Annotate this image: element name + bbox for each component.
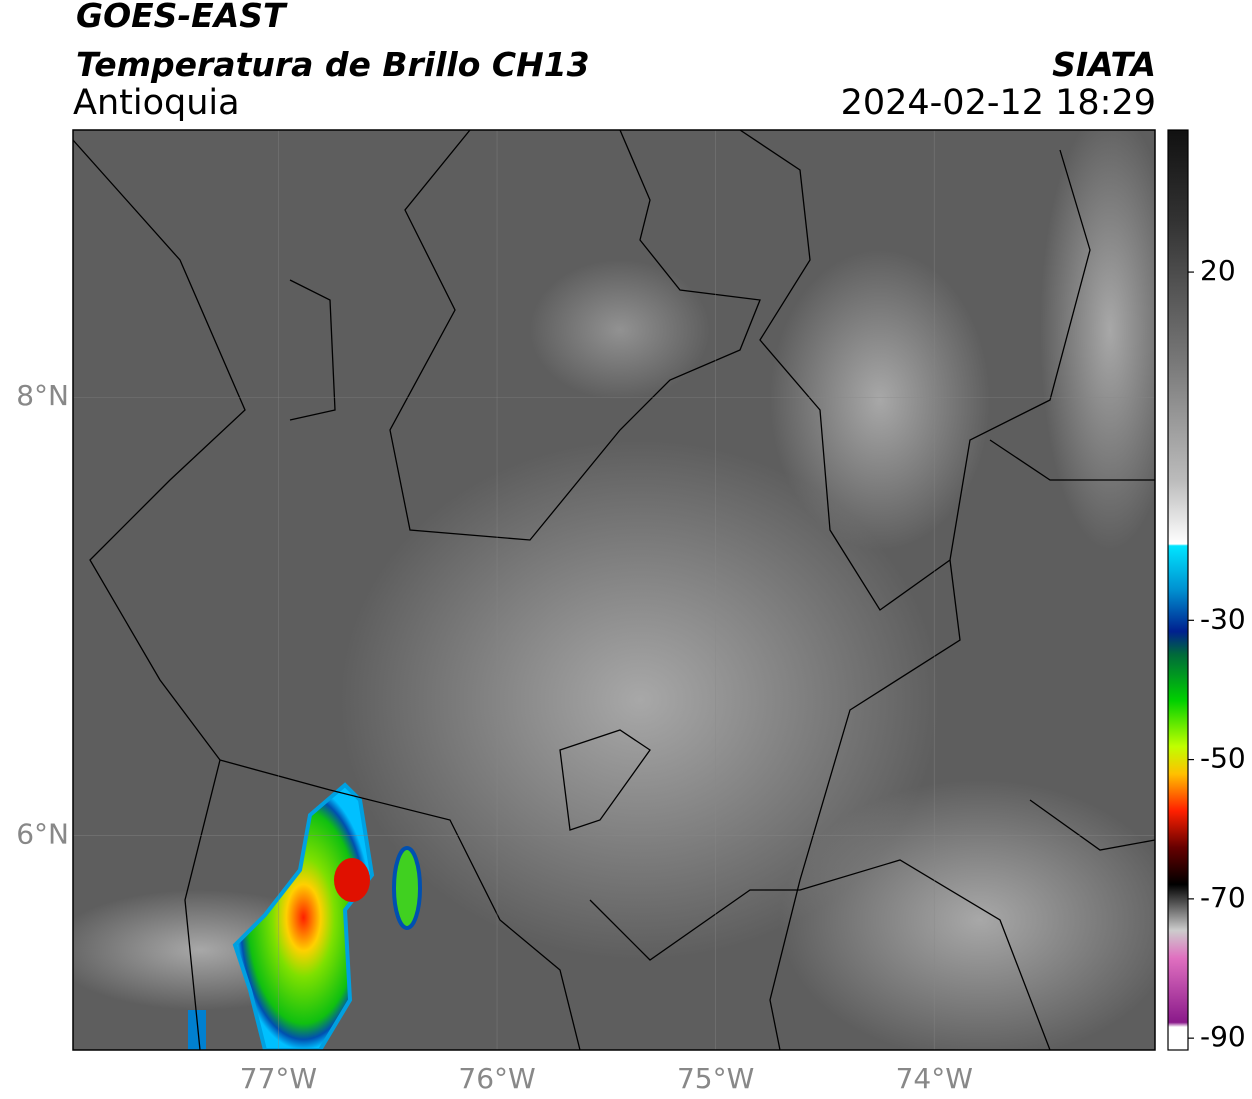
colorbar-label: -90: [1200, 1020, 1246, 1053]
lon-label: 76°W: [458, 1062, 535, 1095]
lon-label: 74°W: [896, 1062, 973, 1095]
lat-label: 6°N: [16, 817, 69, 850]
colorbar-label: -70: [1200, 881, 1246, 914]
lon-label: 75°W: [677, 1062, 754, 1095]
lat-label: 8°N: [16, 379, 69, 412]
source: SIATA: [1052, 45, 1156, 84]
subtitle: Temperatura de Brillo CH13: [76, 45, 590, 84]
colorbar-label: 20: [1200, 254, 1236, 287]
datetime: 2024-02-12 18:29: [840, 83, 1156, 123]
satellite-image: [73, 130, 1155, 1050]
colorbar-label: -30: [1200, 602, 1246, 635]
region: Antioquia: [73, 83, 240, 123]
colorbar: [1167, 129, 1189, 1051]
colorbar-label: -50: [1200, 742, 1246, 775]
map-frame: [72, 129, 1156, 1051]
title: GOES-EAST: [76, 0, 286, 35]
lon-label: 77°W: [240, 1062, 317, 1095]
